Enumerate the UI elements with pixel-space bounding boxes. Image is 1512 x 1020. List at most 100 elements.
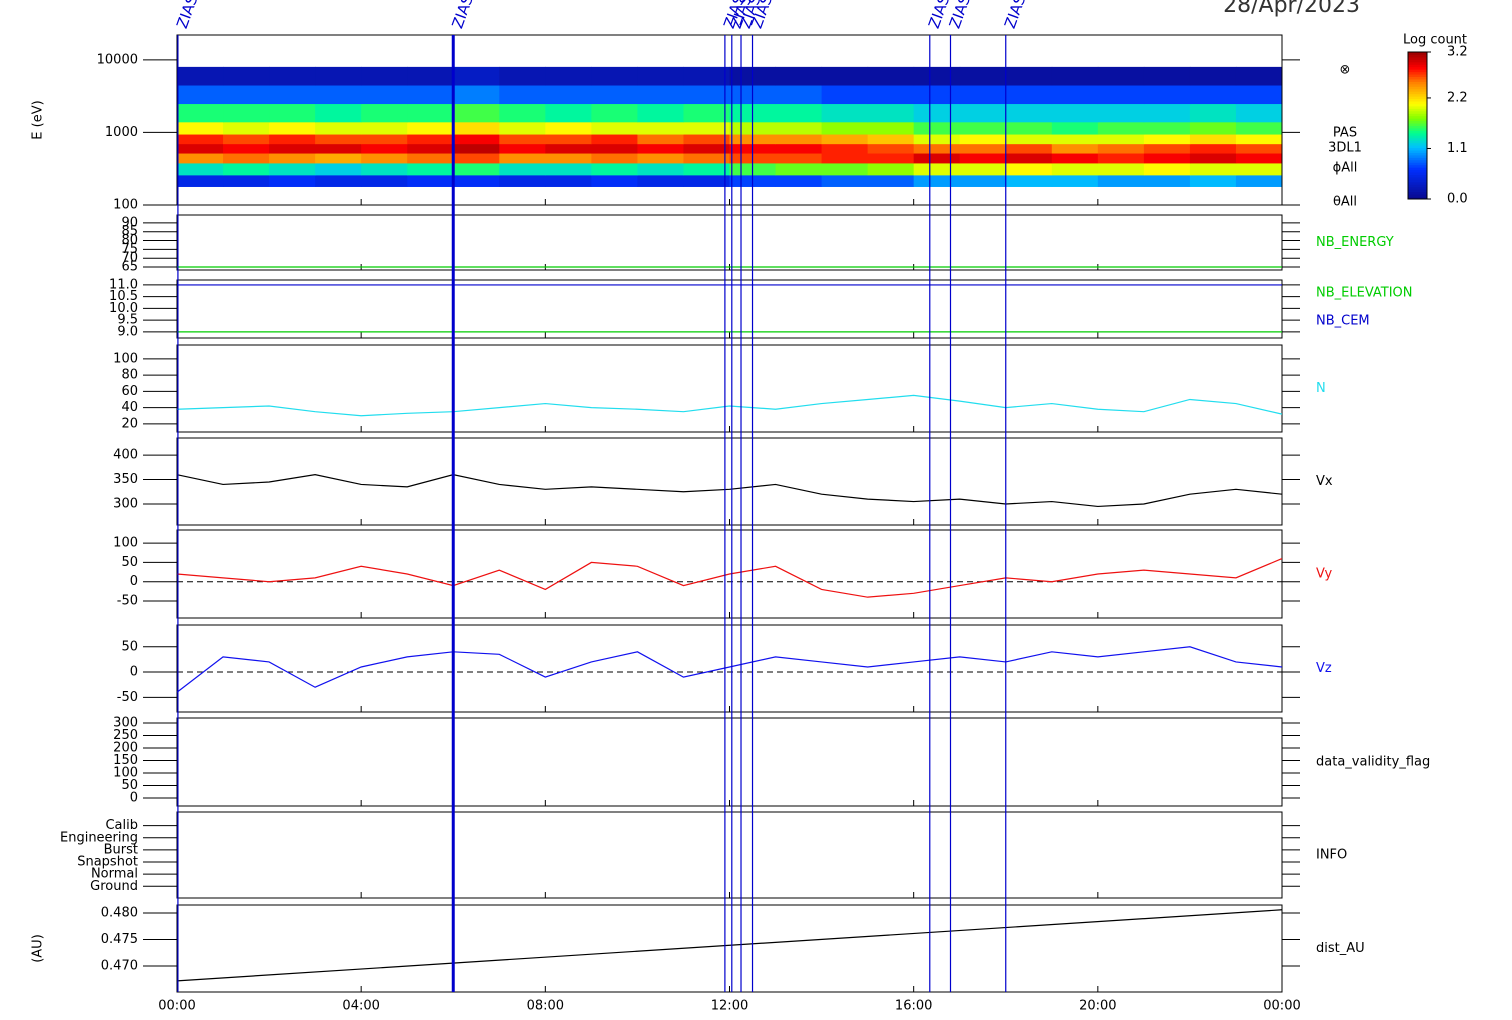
colorbar-tick-label: 2.2 [1447,90,1468,105]
y-tick-label: 10000 [97,52,138,67]
heatmap-cell [361,121,408,135]
colorbar-band [1408,113,1427,117]
heatmap-cell [1143,174,1191,187]
heatmap-cell [223,143,270,154]
panel-label: ⊗ [1340,63,1351,78]
heatmap-cell [453,134,500,145]
heatmap-cell [545,153,592,164]
heatmap-cell [775,153,823,164]
heatmap-cell [637,103,684,123]
heatmap-cell [315,121,362,135]
colorbar-frame [1407,51,1428,200]
colorbar-band [1408,179,1427,183]
y-tick-label: 70 [121,251,138,266]
y-tick-label: 350 [113,472,138,487]
heatmap-cell [407,153,454,164]
panel: 9.09.510.010.511.0 NB_ELEVATION NB_CEM [109,277,1412,339]
heatmap-cell [315,162,362,176]
heatmap-cell [1051,143,1099,154]
colorbar-title: Log count [1403,33,1467,48]
heatmap-cell [177,162,224,176]
heatmap-cell [499,174,546,187]
y-tick-label: 0.480 [101,905,138,920]
heatmap-cell [315,143,362,154]
event-label: ZIAS [173,0,202,31]
heatmap-cell [1189,134,1237,145]
heatmap-cell [683,121,730,135]
y-tick-label: 50 [121,639,138,654]
heatmap-cell [315,174,362,187]
heatmap-cell [1235,174,1283,187]
colorbar-band [1408,71,1427,75]
series-label: Vz [1316,661,1332,676]
heatmap-cell [1235,103,1283,123]
heatmap-cell [499,121,546,135]
heatmap-cell [959,143,1007,154]
event-label: ZIAS [1001,0,1030,31]
heatmap-cell [499,66,546,86]
heatmap-cell [177,85,224,105]
heatmap-cell [683,66,730,86]
y-tick-label: 80 [121,368,138,383]
date: 28/Apr/2023 [1223,0,1360,18]
series-label: Vy [1316,567,1333,582]
heatmap-cell [545,85,592,105]
heatmap-cell [1235,162,1283,176]
heatmap-cell [913,174,961,187]
x-tick-label: 04:00 [342,999,379,1014]
heatmap-cell [821,153,869,164]
y-tick-label: 300 [113,496,138,511]
heatmap-cell [223,153,270,164]
y-tick-label: 10.5 [109,289,138,304]
heatmap-cell [1097,121,1145,135]
colorbar-band [1408,64,1427,68]
heatmap-cell [913,134,961,145]
colorbar-band [1408,66,1427,70]
heatmap-cell [1097,143,1145,154]
heatmap-cell [775,162,823,176]
y-tick-label: 250 [113,728,138,743]
panel-label: data_validity_flag [1316,755,1430,770]
x-tick-label: 08:00 [527,999,564,1014]
heatmap-cell [867,143,915,154]
heatmap-cell [913,143,961,154]
colorbar-band [1408,91,1427,95]
x-tick-label: 12:00 [711,999,748,1014]
heatmap-cell [821,66,869,86]
heatmap-cell [269,153,316,164]
colorbar-band [1408,81,1427,85]
colorbar-band [1408,154,1427,158]
heatmap-cell [683,174,730,187]
colorbar-band [1408,123,1427,126]
heatmap-cell [775,143,823,154]
heatmap-cell [453,66,500,86]
colorbar-band [1408,186,1427,190]
heatmap-cell [913,162,961,176]
heatmap-cell [407,134,454,145]
heatmap-cell [867,121,915,135]
heatmap-cell [499,162,546,176]
heatmap-cell [1189,85,1237,105]
heatmap-cell [683,162,730,176]
heatmap-cell [637,174,684,187]
y-tick-label: -50 [117,594,138,609]
heatmap-cell [499,134,546,145]
colorbar-band [1408,147,1427,151]
colorbar-band [1408,96,1427,100]
heatmap-cell [1143,85,1191,105]
heatmap-cell [637,85,684,105]
heatmap-cell [867,103,915,123]
heatmap-cell [499,143,546,154]
colorbar-band [1408,137,1427,141]
heatmap-cell [637,121,684,135]
heatmap-cell [1189,174,1237,187]
y-tick-label: 150 [113,753,138,768]
heatmap-cell [1143,134,1191,145]
heatmap-cell [591,134,638,145]
colorbar-band [1408,110,1427,114]
heatmap-cell [223,103,270,123]
heatmap-cell [499,103,546,123]
heatmap-cell [177,134,224,145]
heatmap-cell [499,153,546,164]
panel: GroundNormalSnapshotBurstEngineeringCali… [60,811,1347,899]
